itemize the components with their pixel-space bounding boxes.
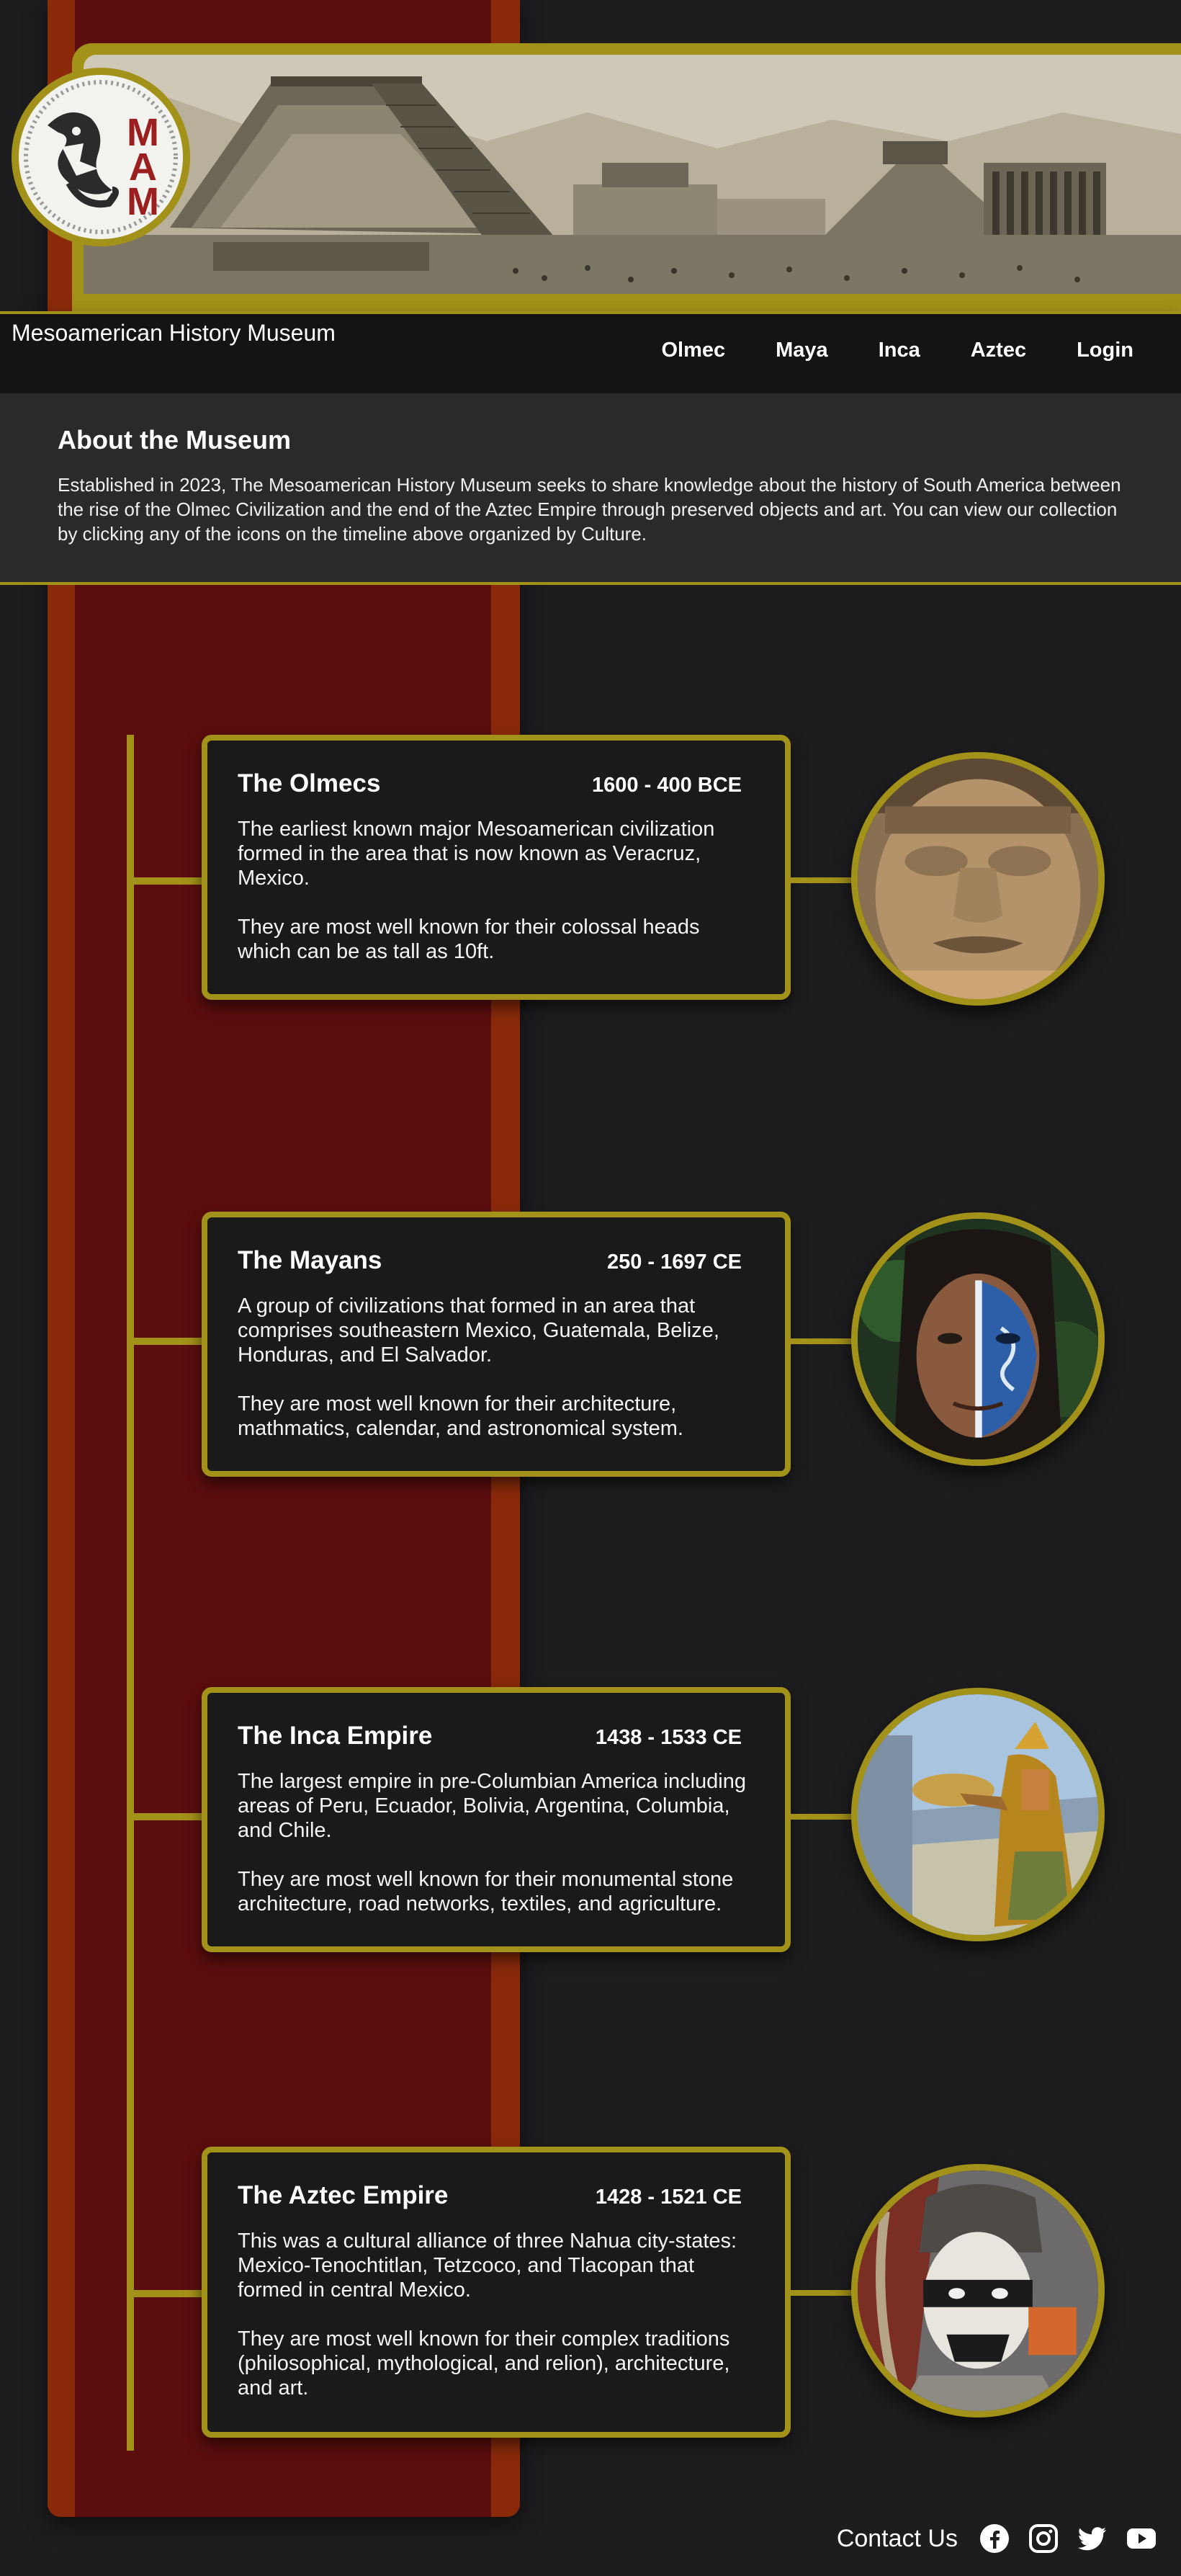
timeline-card-aztec[interactable]: The Aztec Empire 1428 - 1521 CE This was… bbox=[202, 2147, 791, 2438]
youtube-icon[interactable] bbox=[1126, 2523, 1157, 2554]
card-highlight: They are most well known for their compl… bbox=[238, 2327, 730, 2400]
about-text: Established in 2023, The Mesoamerican Hi… bbox=[58, 474, 1121, 545]
banner-pyramids-image bbox=[84, 55, 1181, 294]
site-title[interactable]: Mesoamerican History Museum bbox=[12, 320, 336, 346]
card-dates: 250 - 1697 CE bbox=[606, 1251, 742, 1274]
image-connector bbox=[789, 1814, 854, 1820]
card-highlight: They are most well known for their colos… bbox=[238, 916, 700, 963]
card-title: The Aztec Empire bbox=[238, 2181, 449, 2209]
timeline-branch bbox=[134, 1813, 203, 1820]
image-connector bbox=[789, 877, 854, 883]
inca-painting-image[interactable] bbox=[851, 1688, 1105, 1941]
card-title: The Mayans bbox=[238, 1246, 382, 1274]
about-section: About the Museum Established in 2023, Th… bbox=[0, 393, 1181, 585]
serpent-emblem-icon bbox=[24, 80, 178, 234]
footer: Contact Us bbox=[837, 2523, 1157, 2554]
timeline-line bbox=[127, 735, 134, 2451]
aztec-dancer-image[interactable] bbox=[851, 2164, 1105, 2418]
timeline-branch bbox=[134, 1338, 203, 1345]
timeline-branch bbox=[134, 2290, 203, 2297]
museum-logo[interactable]: M A M bbox=[12, 68, 190, 246]
logo-badge: M A M bbox=[19, 75, 183, 239]
about-heading: About the Museum bbox=[58, 425, 291, 455]
card-description: This was a cultural alliance of three Na… bbox=[238, 2230, 737, 2302]
card-dates: 1438 - 1533 CE bbox=[595, 1726, 742, 1749]
maya-painted-face-image[interactable] bbox=[851, 1212, 1105, 1466]
logo-letter-a: A bbox=[128, 146, 157, 189]
main-nav: Olmec Maya Inca Aztec Login bbox=[636, 339, 1155, 362]
card-highlight: They are most well known for their monum… bbox=[238, 1868, 734, 1915]
image-connector bbox=[789, 1338, 854, 1344]
contact-us-link[interactable]: Contact Us bbox=[836, 2524, 958, 2552]
timeline-card-inca[interactable]: The Inca Empire 1438 - 1533 CE The large… bbox=[202, 1687, 791, 1952]
facebook-icon[interactable] bbox=[979, 2523, 1010, 2554]
header-bar: Mesoamerican History Museum Olmec Maya I… bbox=[0, 311, 1181, 393]
image-connector bbox=[789, 2290, 854, 2296]
instagram-icon[interactable] bbox=[1028, 2523, 1059, 2554]
nav-login[interactable]: Login bbox=[1077, 339, 1133, 362]
card-title: The Inca Empire bbox=[238, 1722, 433, 1750]
timeline-branch bbox=[134, 877, 203, 885]
card-title: The Olmecs bbox=[238, 769, 381, 797]
card-dates: 1428 - 1521 CE bbox=[595, 2186, 742, 2209]
logo-letters: M A M bbox=[127, 111, 159, 223]
logo-letter-m-2: M bbox=[127, 180, 159, 223]
nav-aztec[interactable]: Aztec bbox=[970, 339, 1027, 362]
nav-inca[interactable]: Inca bbox=[878, 339, 920, 362]
card-description: The largest empire in pre-Columbian Amer… bbox=[238, 1770, 746, 1842]
olmec-colossal-head-image[interactable] bbox=[851, 752, 1105, 1006]
card-highlight: They are most well known for their archi… bbox=[238, 1392, 683, 1440]
timeline-card-olmecs[interactable]: The Olmecs 1600 - 400 BCE The earliest k… bbox=[202, 735, 791, 1000]
nav-olmec[interactable]: Olmec bbox=[661, 339, 726, 362]
card-description: A group of civilizations that formed in … bbox=[238, 1294, 719, 1367]
twitter-icon[interactable] bbox=[1077, 2523, 1108, 2554]
logo-letter-m: M bbox=[127, 111, 159, 154]
card-dates: 1600 - 400 BCE bbox=[592, 774, 742, 797]
card-description: The earliest known major Mesoamerican ci… bbox=[238, 818, 715, 890]
nav-maya[interactable]: Maya bbox=[776, 339, 828, 362]
timeline-card-mayans[interactable]: The Mayans 250 - 1697 CE A group of civi… bbox=[202, 1212, 791, 1477]
